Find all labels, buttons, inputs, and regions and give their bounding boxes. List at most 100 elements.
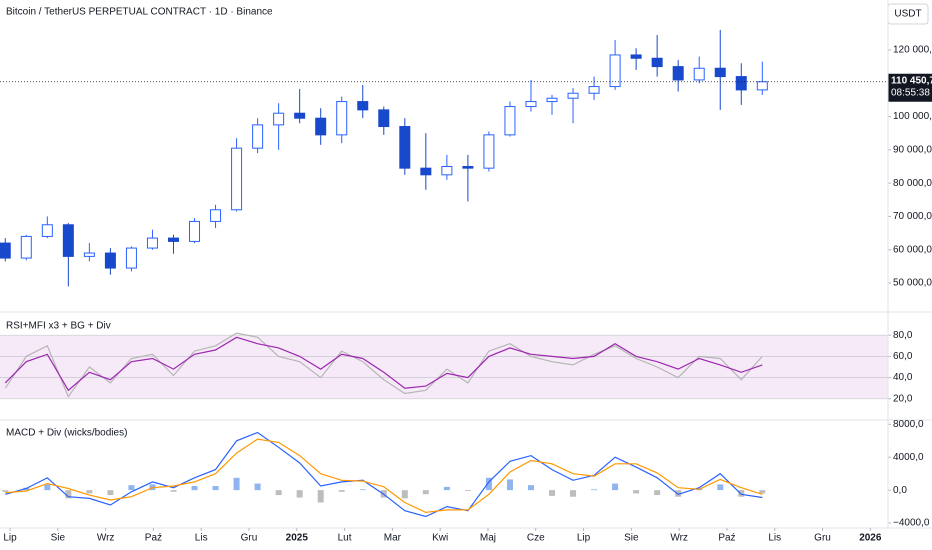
histogram-bar	[65, 490, 72, 499]
y-tick-label: −4000,0	[893, 518, 930, 529]
histogram-bar	[527, 485, 534, 491]
x-tick-label: Lis	[768, 533, 781, 544]
x-tick-label: Sie	[624, 533, 639, 544]
panel-title: Bitcoin / TetherUS PERPETUAL CONTRACT · …	[6, 7, 273, 18]
candle-body	[0, 242, 11, 259]
candle-body	[41, 224, 53, 237]
y-tick-label: 60,0	[893, 351, 913, 362]
last-price-box	[888, 73, 932, 102]
histogram-bar	[675, 490, 682, 497]
indicator-line	[4, 332, 763, 398]
indicator-line	[5, 438, 763, 514]
x-tick-label: Lip	[577, 533, 591, 544]
x-tick-label: Lip	[3, 533, 17, 544]
histogram-bar	[86, 490, 93, 494]
x-tick-label: Paź	[718, 533, 735, 544]
x-tick-label: Lis	[195, 533, 208, 544]
histogram-bar	[549, 490, 556, 496]
y-tick-label: 100 000,0	[893, 111, 932, 122]
candle-body	[756, 81, 768, 91]
y-tick-label: 0,0	[893, 485, 907, 496]
x-tick-label: Lut	[338, 533, 352, 544]
candle-body	[357, 101, 369, 111]
histogram-bar	[738, 490, 745, 497]
candle-body	[525, 101, 537, 108]
candle-body	[735, 76, 747, 91]
histogram-bar	[107, 490, 114, 496]
candle-body	[336, 101, 348, 136]
candle-body	[714, 67, 726, 78]
y-tick-label: 120 000,0	[893, 45, 932, 56]
histogram-bar	[338, 490, 345, 492]
countdown: 08:55:38	[891, 87, 930, 98]
candle-body	[315, 117, 327, 136]
candle-body	[609, 54, 621, 88]
x-tick-label: Wrz	[670, 533, 688, 544]
candle-body	[167, 237, 179, 242]
histogram-bar	[233, 477, 240, 491]
histogram-bar	[422, 490, 429, 495]
histogram-bar	[401, 490, 408, 499]
x-tick-label: 2026	[859, 533, 882, 544]
candle-body	[651, 57, 663, 68]
last-price-label: 110 450,7	[891, 75, 932, 86]
indicator-line	[5, 431, 763, 518]
histogram-bar	[654, 490, 661, 496]
x-tick-label: Maj	[480, 533, 496, 544]
candle-body	[588, 86, 600, 94]
candle-body	[462, 165, 474, 169]
histogram-bar	[317, 490, 324, 503]
x-tick-label: Cze	[527, 533, 545, 544]
candle-body	[125, 247, 137, 269]
y-tick-label: 80,0	[893, 330, 913, 341]
y-tick-label: 60 000,0	[893, 244, 932, 255]
histogram-bar	[633, 490, 640, 494]
panel: 20,0 40,0 60,0 80,0 RSI+MFI x3 + BG + Div	[0, 321, 932, 421]
histogram-bar	[254, 483, 261, 491]
y-tick-label: 4000,0	[893, 452, 924, 463]
histogram-bar	[275, 490, 282, 496]
y-tick-label: 70 000,0	[893, 211, 932, 222]
y-tick-label: 40,0	[893, 372, 913, 383]
x-tick-label: Mar	[384, 533, 402, 544]
x-tick-label: Wrz	[97, 533, 115, 544]
candle-body	[231, 147, 243, 211]
candle-body	[20, 235, 32, 259]
candle-body	[399, 126, 411, 169]
panel-title: RSI+MFI x3 + BG + Div	[6, 321, 111, 332]
x-tick-label: Gru	[814, 533, 831, 544]
candle-body	[252, 124, 264, 149]
candle-body	[210, 209, 222, 222]
candle-body	[378, 109, 390, 128]
panel: 50 000,0 60 000,0 70 000,0 80 000,0 90 000,0…	[0, 7, 932, 313]
histogram-bar	[170, 490, 177, 492]
histogram-bar	[717, 484, 724, 491]
candle-body	[83, 252, 95, 257]
y-tick-label: 20,0	[893, 393, 913, 404]
y-tick-label: 80 000,0	[893, 178, 932, 189]
candle-body	[146, 237, 158, 249]
candle-body	[62, 224, 74, 257]
histogram-bar	[128, 485, 135, 491]
y-tick-label: 90 000,0	[893, 144, 932, 155]
candle-body	[273, 112, 285, 126]
histogram-bar	[506, 479, 513, 491]
candle-body	[294, 112, 306, 119]
candle-body	[567, 92, 579, 99]
histogram-bar	[359, 489, 366, 491]
histogram-bar	[591, 489, 598, 491]
candle-body	[189, 220, 201, 242]
currency-label[interactable]: USDT	[894, 9, 921, 20]
candle-body	[441, 165, 453, 176]
y-tick-label: 50 000,0	[893, 278, 932, 289]
candle-body	[504, 106, 516, 136]
candle-body	[693, 67, 705, 81]
histogram-bar	[759, 490, 766, 494]
x-tick-label: Sie	[51, 533, 66, 544]
x-tick-label: Kwi	[432, 533, 448, 544]
panel: −4000,0 0,0 4000,0 8000,0 Lip Sie Wrz Paź Lis Gru…	[0, 419, 932, 544]
histogram-bar	[443, 486, 450, 491]
histogram-bar	[612, 483, 619, 491]
candle-body	[483, 134, 495, 169]
